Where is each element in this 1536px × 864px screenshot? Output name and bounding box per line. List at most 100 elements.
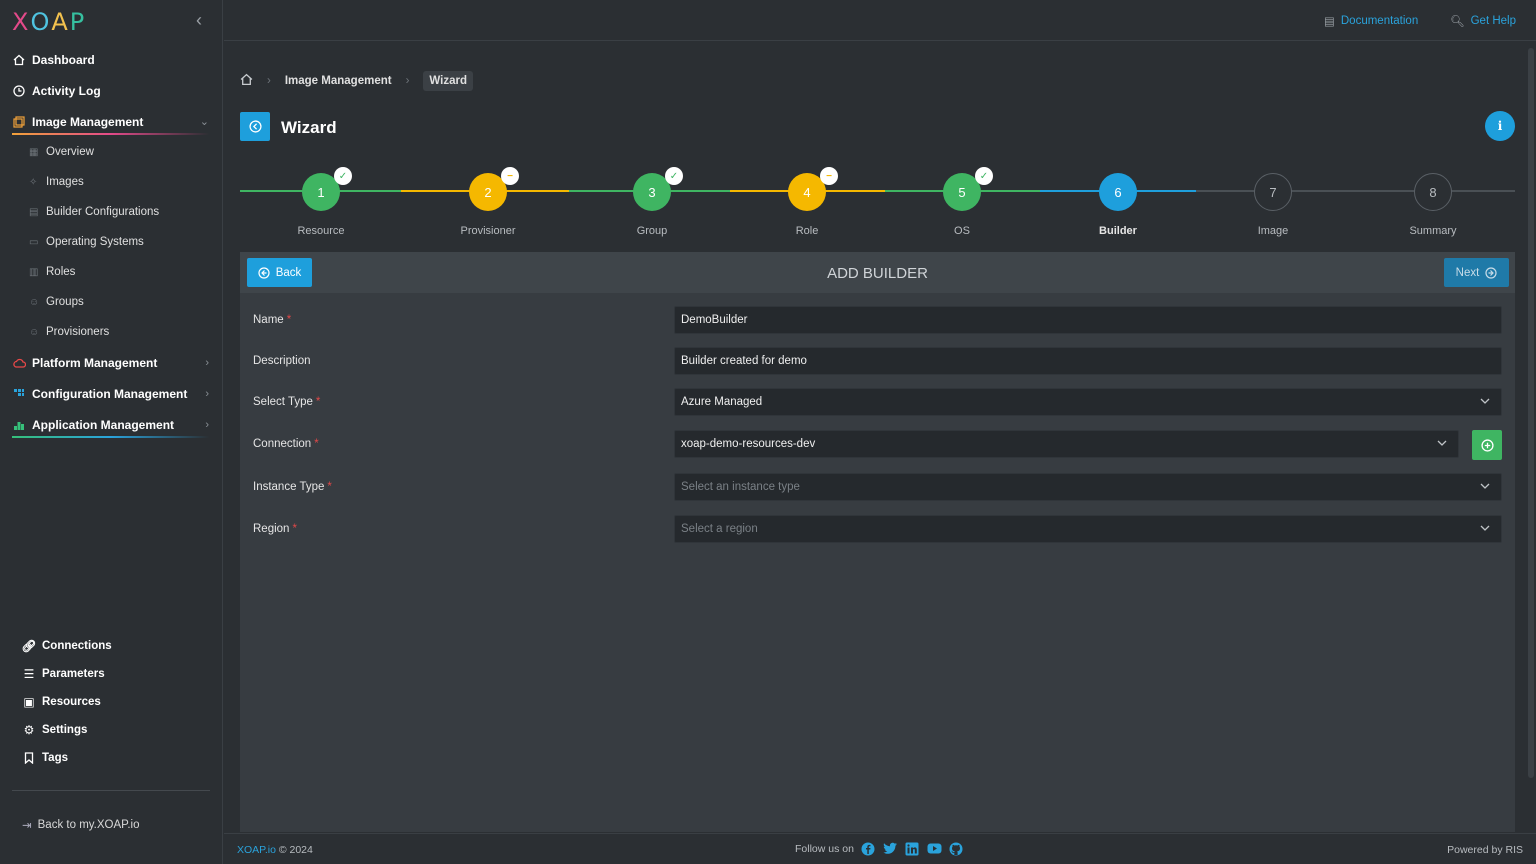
sidebar-subitem-label: Images	[46, 176, 84, 188]
sidebar-item-label: Configuration Management	[32, 386, 188, 401]
chevron-down-icon	[1436, 437, 1448, 452]
sidebar-item-parameters[interactable]: ☰ Parameters	[0, 660, 223, 688]
youtube-icon[interactable]	[927, 841, 942, 856]
logo-letter: X	[12, 8, 31, 36]
step-connector	[1196, 190, 1515, 192]
sidebar-subitem-builder-configurations[interactable]: ▤ Builder Configurations	[0, 197, 223, 227]
sidebar-subitem-label: Roles	[46, 266, 76, 278]
connection-label: Connection *	[253, 438, 319, 450]
step-role[interactable]: 4 − Role	[788, 167, 838, 237]
facebook-icon[interactable]	[861, 841, 876, 856]
back-button[interactable]: Back	[247, 258, 312, 287]
arrow-right-circle-icon	[1485, 266, 1497, 279]
footer-social: Follow us on	[795, 841, 964, 856]
user-icon: ☺	[29, 326, 40, 338]
top-bar: ▤ Documentation 🔍︎ Get Help	[224, 0, 1536, 41]
next-button-label: Next	[1455, 266, 1480, 279]
connection-select[interactable]: xoap-demo-resources-dev	[674, 430, 1459, 458]
check-icon: ✓	[975, 167, 993, 185]
sidebar-subitem-label: Operating Systems	[46, 236, 144, 248]
documentation-link[interactable]: ▤ Documentation	[1324, 14, 1418, 28]
sidebar-item-activity-log[interactable]: Activity Log	[0, 75, 223, 106]
breadcrumb-current: Wizard	[423, 71, 474, 91]
logo-letter: P	[69, 8, 87, 36]
name-label-text: Name	[253, 314, 284, 326]
sidebar-subitem-label: Builder Configurations	[46, 206, 160, 218]
connection-label-text: Connection	[253, 438, 312, 450]
documentation-label: Documentation	[1340, 15, 1419, 27]
sidebar-subitem-provisioners[interactable]: ☺ Provisioners	[0, 317, 223, 347]
sidebar-subitem-overview[interactable]: ▦ Overview	[0, 137, 223, 167]
step-label: Resource	[297, 225, 345, 237]
linkedin-icon[interactable]	[905, 841, 920, 856]
step-builder[interactable]: 6 Builder	[1099, 173, 1137, 237]
step-circle: 8	[1414, 173, 1452, 211]
sidebar-item-settings[interactable]: ⚙ Settings	[0, 716, 223, 744]
region-select[interactable]: Select a region	[674, 515, 1502, 543]
collapse-sidebar-icon[interactable]: ‹	[196, 10, 202, 30]
instance-type-label: Instance Type *	[253, 481, 332, 493]
sidebar-item-resources[interactable]: ▣ Resources	[0, 688, 223, 716]
check-icon: ✓	[665, 167, 683, 185]
sidebar-item-tags[interactable]: Tags	[0, 744, 223, 772]
card-header: Back ADD BUILDER Next	[240, 252, 1515, 293]
step-resource[interactable]: 1 ✓ Resource	[297, 167, 352, 237]
clock-icon	[12, 84, 26, 98]
sidebar-item-label: Connections	[42, 640, 112, 652]
sidebar-item-label: Image Management	[32, 114, 144, 129]
next-button[interactable]: Next	[1444, 258, 1509, 287]
region-label-text: Region	[253, 523, 290, 535]
sidebar-item-image-management[interactable]: Image Management ⌄	[0, 106, 223, 137]
sidebar-item-label: Resources	[42, 696, 101, 708]
footer-copyright: XOAP.io © 2024	[237, 844, 313, 856]
name-input[interactable]: DemoBuilder	[674, 306, 1502, 334]
step-label: Role	[795, 225, 819, 237]
sidebar-subitem-operating-systems[interactable]: ▭ Operating Systems	[0, 227, 223, 257]
book-icon: ▤	[1324, 16, 1335, 28]
required-marker: *	[327, 481, 332, 493]
get-help-link[interactable]: 🔍︎ Get Help	[1450, 14, 1516, 28]
step-group[interactable]: 3 ✓ Group	[633, 167, 683, 237]
step-os[interactable]: 5 ✓ OS	[943, 167, 993, 237]
footer-brand-link[interactable]: XOAP.io	[237, 844, 276, 856]
active-underline	[12, 133, 209, 135]
sidebar-subitem-roles[interactable]: ▥ Roles	[0, 257, 223, 287]
sidebar-item-dashboard[interactable]: Dashboard	[0, 44, 223, 75]
back-to-portal-link[interactable]: ⇥ Back to my.XOAP.io	[22, 818, 139, 832]
back-circle-button[interactable]	[240, 112, 270, 141]
follow-text: Follow us on	[795, 842, 854, 855]
home-icon[interactable]	[240, 73, 253, 89]
step-image[interactable]: 7 Image	[1254, 173, 1292, 237]
github-icon[interactable]	[949, 841, 964, 856]
info-button[interactable]: i	[1485, 111, 1515, 141]
step-provisioner[interactable]: 2 − Provisioner	[460, 167, 519, 237]
required-marker: *	[314, 438, 319, 450]
step-connector	[320, 190, 401, 192]
sidebar-subitem-images[interactable]: ✧ Images	[0, 167, 223, 197]
step-circle: 5	[943, 173, 981, 211]
sidebar-item-platform-management[interactable]: Platform Management ›	[0, 347, 223, 378]
instance-type-select[interactable]: Select an instance type	[674, 473, 1502, 501]
logo-letter: A	[51, 8, 70, 36]
step-label: Provisioner	[460, 225, 516, 237]
images-icon	[12, 115, 26, 129]
page-scrollbar[interactable]	[1528, 48, 1534, 778]
plus-circle-icon	[1480, 438, 1494, 452]
xoap-logo[interactable]: XOAP	[12, 8, 86, 36]
sidebar: XOAP ‹ Dashboard Activity Log Image Mana…	[0, 0, 223, 864]
connection-select-value: xoap-demo-resources-dev	[681, 438, 816, 450]
card-title: ADD BUILDER	[827, 265, 928, 282]
step-summary[interactable]: 8 Summary	[1409, 173, 1457, 237]
sidebar-divider	[12, 790, 210, 791]
add-connection-button[interactable]	[1472, 430, 1502, 460]
sidebar-item-configuration-management[interactable]: Configuration Management ›	[0, 378, 223, 409]
add-builder-card: Back ADD BUILDER Next Name * DemoBuilder …	[240, 252, 1515, 832]
type-select[interactable]: Azure Managed	[674, 388, 1502, 416]
twitter-icon[interactable]	[883, 841, 898, 856]
sidebar-item-application-management[interactable]: Application Management ›	[0, 409, 223, 440]
description-input[interactable]: Builder created for demo	[674, 347, 1502, 375]
sidebar-item-connections[interactable]: 🔗︎ Connections	[0, 632, 223, 660]
breadcrumb-image-management[interactable]: Image Management	[284, 75, 392, 87]
sidebar-subitem-groups[interactable]: ☺ Groups	[0, 287, 223, 317]
description-label: Description	[253, 355, 311, 367]
